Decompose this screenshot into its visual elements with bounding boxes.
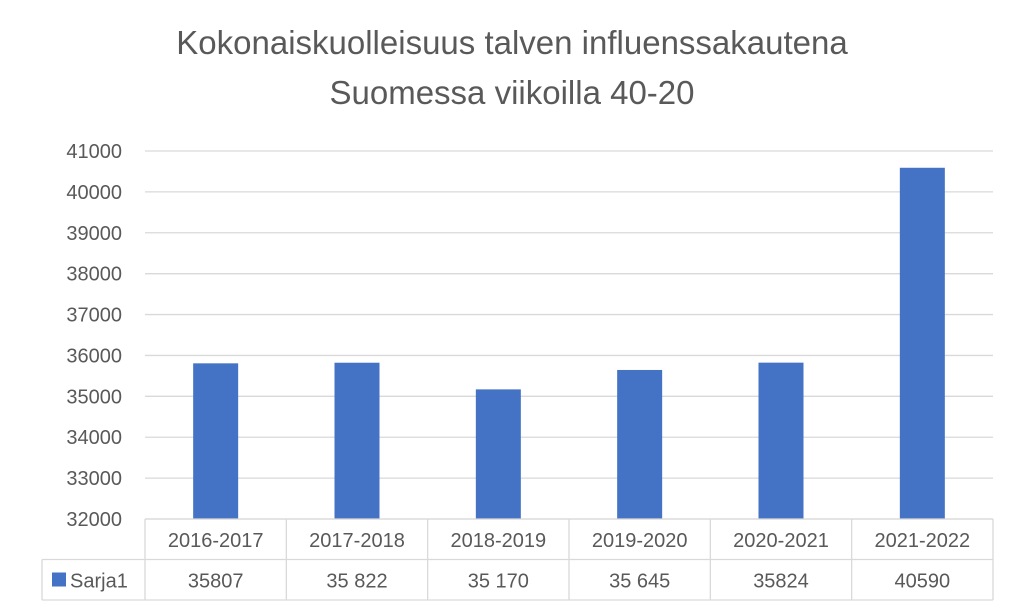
bar-2020-2021: [758, 362, 804, 519]
x-category-label: 2016-2017: [168, 530, 264, 552]
y-tick-label: 38000: [66, 264, 122, 286]
x-category-label: 2017-2018: [309, 530, 405, 552]
y-tick-label: 32000: [66, 509, 122, 531]
bar-2016-2017: [193, 363, 239, 519]
x-category-label: 2021-2022: [875, 530, 971, 552]
y-tick-label: 35000: [66, 386, 122, 408]
bar-2018-2019: [475, 389, 521, 519]
y-tick-label: 33000: [66, 468, 122, 490]
y-tick-label: 40000: [66, 182, 122, 204]
x-category-label: 2019-2020: [592, 530, 688, 552]
bar-2019-2020: [617, 369, 663, 519]
legend-swatch: [52, 572, 66, 587]
y-tick-label: 36000: [66, 345, 122, 367]
chart-title-line-2: Suomessa viikoilla 40-20: [329, 74, 695, 111]
y-tick-label: 39000: [66, 223, 122, 245]
y-tick-label: 34000: [66, 427, 122, 449]
data-table-value: 40590: [895, 571, 951, 593]
data-table-value: 35 822: [326, 571, 387, 593]
data-table-value: 35 645: [609, 571, 670, 593]
y-tick-label: 37000: [66, 305, 122, 327]
legend-label-sarja1: Sarja1: [70, 571, 128, 593]
chart-title-line-1: Kokonaiskuolleisuus talven influenssakau…: [176, 24, 848, 61]
y-tick-label: 41000: [66, 141, 122, 163]
x-category-label: 2018-2019: [451, 530, 547, 552]
bar-2021-2022: [899, 167, 945, 519]
data-table-value: 35 170: [468, 571, 529, 593]
data-table-value: 35807: [188, 571, 244, 593]
x-category-label: 2020-2021: [733, 530, 829, 552]
data-table-value: 35824: [753, 571, 809, 593]
bar-2017-2018: [334, 362, 380, 519]
